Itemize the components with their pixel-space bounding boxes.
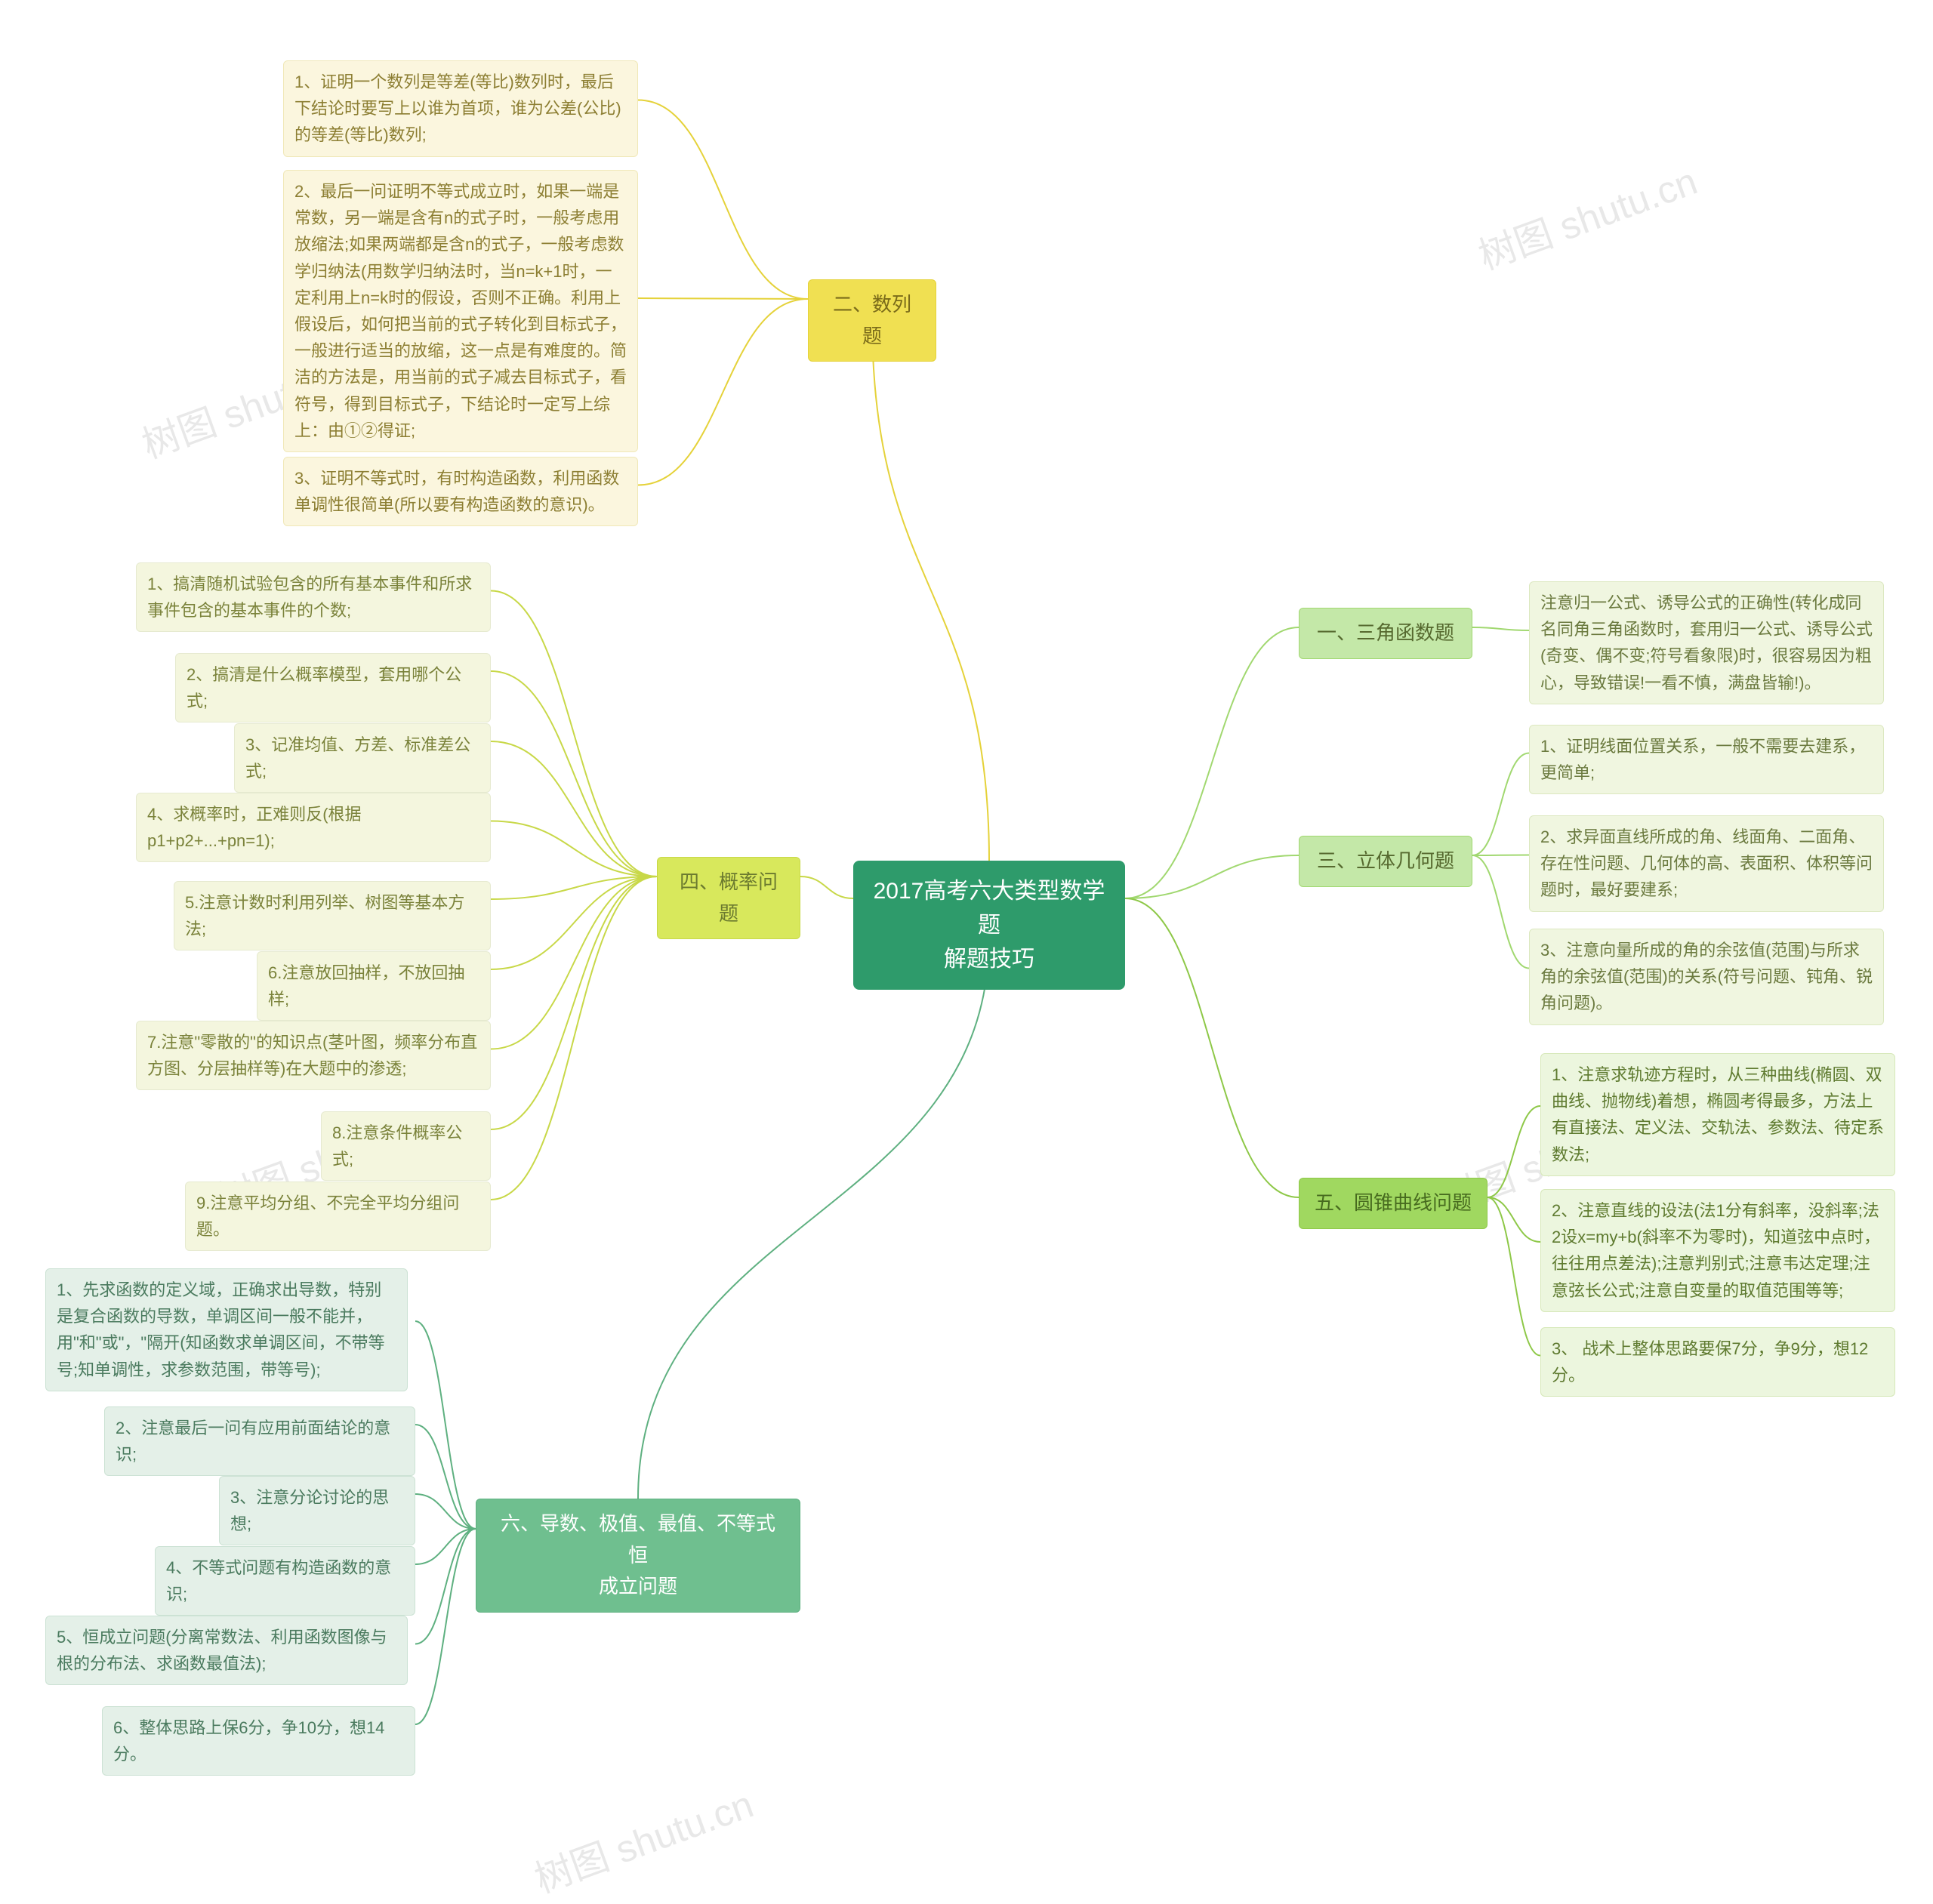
leaf-node: 4、不等式问题有构造函数的意识; — [155, 1546, 415, 1616]
leaf-node: 4、求概率时，正难则反(根据p1+p2+...+pn=1); — [136, 793, 491, 862]
leaf-node: 3、记准均值、方差、标准差公式; — [234, 723, 491, 793]
leaf-node: 5.注意计数时利用列举、树图等基本方法; — [174, 881, 491, 950]
branch-node: 一、三角函数题 — [1299, 608, 1472, 659]
leaf-node: 2、注意最后一问有应用前面结论的意识; — [104, 1406, 415, 1476]
branch-node: 四、概率问题 — [657, 857, 800, 939]
center-node: 2017高考六大类型数学题 解题技巧 — [853, 861, 1125, 990]
leaf-node: 3、证明不等式时，有时构造函数，利用函数单调性很简单(所以要有构造函数的意识)。 — [283, 457, 638, 526]
leaf-node: 注意归一公式、诱导公式的正确性(转化成同名同角三角函数时，套用归一公式、诱导公式… — [1529, 581, 1884, 704]
leaf-node: 5、恒成立问题(分离常数法、利用函数图像与根的分布法、求函数最值法); — [45, 1616, 408, 1685]
leaf-node: 2、搞清是什么概率模型，套用哪个公式; — [175, 653, 491, 722]
leaf-node: 1、证明线面位置关系，一般不需要去建系，更简单; — [1529, 725, 1884, 794]
leaf-node: 2、注意直线的设法(法1分有斜率，没斜率;法2设x=my+b(斜率不为零时)，知… — [1540, 1189, 1895, 1312]
branch-node: 六、导数、极值、最值、不等式恒 成立问题 — [476, 1499, 800, 1613]
leaf-node: 9.注意平均分组、不完全平均分组问题。 — [185, 1182, 491, 1251]
leaf-node: 3、注意向量所成的角的余弦值(范围)与所求角的余弦值(范围)的关系(符号问题、钝… — [1529, 929, 1884, 1025]
leaf-node: 2、最后一问证明不等式成立时，如果一端是常数，另一端是含有n的式子时，一般考虑用… — [283, 170, 638, 452]
leaf-node: 6.注意放回抽样，不放回抽样; — [257, 951, 491, 1021]
leaf-node: 7.注意"零散的"的知识点(茎叶图，频率分布直方图、分层抽样等)在大题中的渗透; — [136, 1021, 491, 1090]
branch-node: 五、圆锥曲线问题 — [1299, 1178, 1488, 1229]
branch-node: 二、数列题 — [808, 279, 936, 362]
branch-node: 三、立体几何题 — [1299, 836, 1472, 887]
leaf-node: 2、求异面直线所成的角、线面角、二面角、存在性问题、几何体的高、表面积、体积等问… — [1529, 815, 1884, 912]
leaf-node: 8.注意条件概率公式; — [321, 1111, 491, 1181]
watermark: 树图 shutu.cn — [526, 1774, 760, 1903]
leaf-node: 3、 战术上整体思路要保7分，争9分，想12分。 — [1540, 1327, 1895, 1397]
leaf-node: 1、先求函数的定义域，正确求出导数，特别是复合函数的导数，单调区间一般不能并，用… — [45, 1268, 408, 1391]
leaf-node: 3、注意分论讨论的思想; — [219, 1476, 415, 1545]
leaf-node: 6、整体思路上保6分，争10分，想14分。 — [102, 1706, 415, 1776]
leaf-node: 1、证明一个数列是等差(等比)数列时，最后下结论时要写上以谁为首项，谁为公差(公… — [283, 60, 638, 157]
watermark: 树图 shutu.cn — [1470, 151, 1703, 280]
leaf-node: 1、注意求轨迹方程时，从三种曲线(椭圆、双曲线、抛物线)着想，椭圆考得最多，方法… — [1540, 1053, 1895, 1176]
leaf-node: 1、搞清随机试验包含的所有基本事件和所求事件包含的基本事件的个数; — [136, 562, 491, 632]
